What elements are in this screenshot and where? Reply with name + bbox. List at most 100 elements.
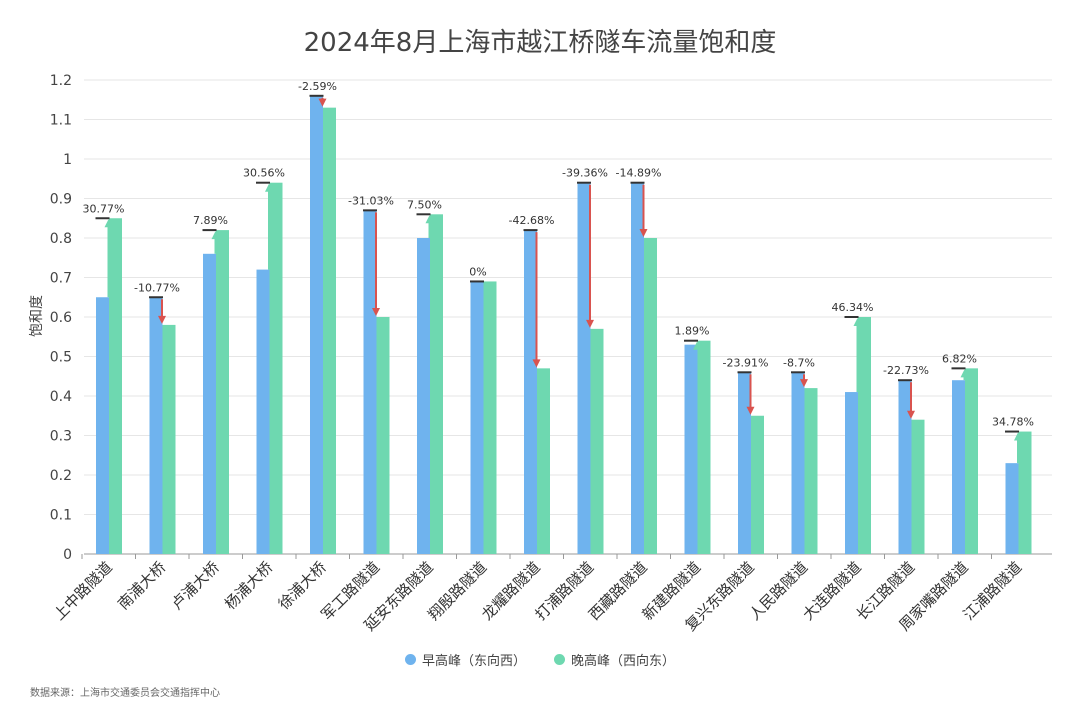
change-label: 7.50%: [407, 198, 442, 211]
bar-morning: [149, 297, 163, 554]
y-tick-label: 0.5: [50, 350, 72, 366]
y-tick-label: 1: [63, 152, 72, 168]
bar-evening: [590, 328, 604, 554]
bar-morning: [363, 210, 377, 554]
bar-evening: [858, 317, 871, 554]
x-tick-label: 南浦大桥: [114, 558, 169, 613]
bar-evening: [804, 388, 818, 554]
y-tick-label: 1.1: [50, 113, 72, 129]
bar-morning: [845, 392, 858, 554]
bar-morning: [577, 182, 591, 554]
x-tick-label: 徐浦大桥: [275, 558, 330, 613]
change-label: 34.78%: [992, 416, 1034, 429]
bar-evening: [965, 368, 978, 554]
y-tick-label: 0.2: [50, 468, 72, 484]
bar-morning: [203, 253, 216, 555]
bar-evening: [269, 182, 283, 554]
bar-evening: [109, 218, 122, 554]
change-label: -8.7%: [783, 356, 815, 369]
y-tick-label: 1.2: [50, 73, 72, 89]
gridlines: [81, 79, 1052, 559]
bar-evening: [162, 324, 176, 554]
change-arrow-head: [104, 219, 113, 228]
change-label: -22.73%: [883, 364, 929, 377]
change-arrow-head: [265, 183, 273, 192]
change-label: -42.68%: [509, 214, 555, 227]
change-label: 0%: [469, 265, 486, 278]
change-arrow-head: [372, 308, 380, 316]
bar-morning: [791, 372, 805, 554]
y-tick-label: 0.8: [50, 231, 72, 247]
bar-evening: [697, 340, 711, 554]
bar-evening: [483, 281, 497, 554]
bar-morning: [631, 182, 644, 554]
change-label: 30.56%: [243, 167, 285, 180]
bar-morning: [684, 344, 698, 554]
y-tick-label: 0.9: [50, 192, 72, 208]
legend-label-morning: 早高峰（东向西）: [421, 654, 526, 669]
change-label: 1.89%: [675, 325, 710, 338]
bar-evening: [751, 415, 764, 554]
bar-morning: [470, 281, 484, 554]
change-arrow-head: [907, 410, 915, 419]
change-arrow-head: [532, 359, 541, 368]
change-arrow-head: [586, 319, 594, 328]
bar-evening: [323, 107, 336, 555]
change-arrow-head: [746, 406, 755, 415]
bar-morning: [256, 269, 270, 554]
legend-item-evening[interactable]: 晚高峰（西向东）: [554, 650, 675, 669]
legend-dot-evening: [554, 654, 565, 665]
bar-morning: [898, 380, 912, 554]
legend-item-morning[interactable]: 早高峰（东向西）: [404, 650, 526, 669]
change-arrow-head: [639, 229, 648, 237]
bar-evening: [216, 230, 229, 554]
change-label: -14.89%: [616, 167, 662, 180]
bar-evening: [537, 368, 550, 554]
change-label: 30.77%: [83, 202, 125, 215]
change-arrow-head: [960, 369, 969, 378]
x-tick-label: 卢浦大桥: [168, 558, 223, 613]
change-label: -23.91%: [723, 356, 769, 369]
bar-evening: [376, 317, 390, 554]
y-tick-label: 0.4: [50, 389, 72, 405]
bar-morning: [310, 95, 323, 555]
chart-title: 2024年8月上海市越江桥隧车流量饱和度: [303, 28, 777, 58]
change-arrow-head: [425, 215, 434, 224]
change-arrow-head: [693, 341, 701, 350]
bar-morning: [952, 380, 965, 554]
change-label: -39.36%: [562, 167, 608, 180]
source-note: 数据来源：上海市交通委员会交通指挥中心: [30, 688, 220, 699]
bar-evening: [1018, 431, 1032, 554]
y-axis-ticks: 0 0.1 0.2 0.3 0.4 0.5 0.6 0.7 0.8 0.9 1 1.1 1.2: [50, 73, 72, 563]
x-tick-label: 杨浦大桥: [221, 558, 276, 613]
bars: [96, 95, 1032, 555]
change-label: -31.03%: [348, 194, 394, 207]
y-tick-label: 0.1: [50, 508, 72, 524]
y-axis-label: 饱和度: [29, 295, 45, 337]
y-tick-label: 0.7: [50, 271, 72, 287]
bar-morning: [96, 297, 109, 554]
legend-dot-morning: [404, 654, 416, 665]
change-arrow-head: [158, 315, 166, 324]
change-arrow-head: [1014, 432, 1022, 441]
bar-morning: [417, 238, 430, 554]
change-label: 7.89%: [193, 214, 228, 227]
bar-evening: [430, 214, 443, 555]
change-label: -10.77%: [134, 281, 180, 294]
bar-morning: [1005, 463, 1019, 554]
change-arrow-head: [800, 379, 808, 388]
legend: 早高峰（东向西） 晚高峰（西向东）: [0, 650, 1080, 669]
y-tick-label: 0: [63, 547, 72, 563]
x-axis-labels: 上中路隧道南浦大桥卢浦大桥杨浦大桥徐浦大桥军工路隧道延安东路隧道翔殷路隧道龙耀路…: [50, 558, 1025, 634]
change-label: 6.82%: [942, 352, 977, 365]
x-tick-label: 上中路隧道: [50, 558, 116, 624]
y-tick-label: 0.6: [50, 310, 72, 326]
y-tick-label: 0.3: [50, 429, 72, 445]
change-label: -2.59%: [298, 80, 337, 93]
bar-evening: [644, 238, 657, 554]
change-label: 46.34%: [832, 301, 874, 314]
bar-evening: [911, 419, 925, 554]
x-tick-label: 江浦路隧道: [960, 558, 1026, 624]
change-arrow-head: [318, 98, 327, 107]
change-arrow-head: [853, 318, 862, 326]
